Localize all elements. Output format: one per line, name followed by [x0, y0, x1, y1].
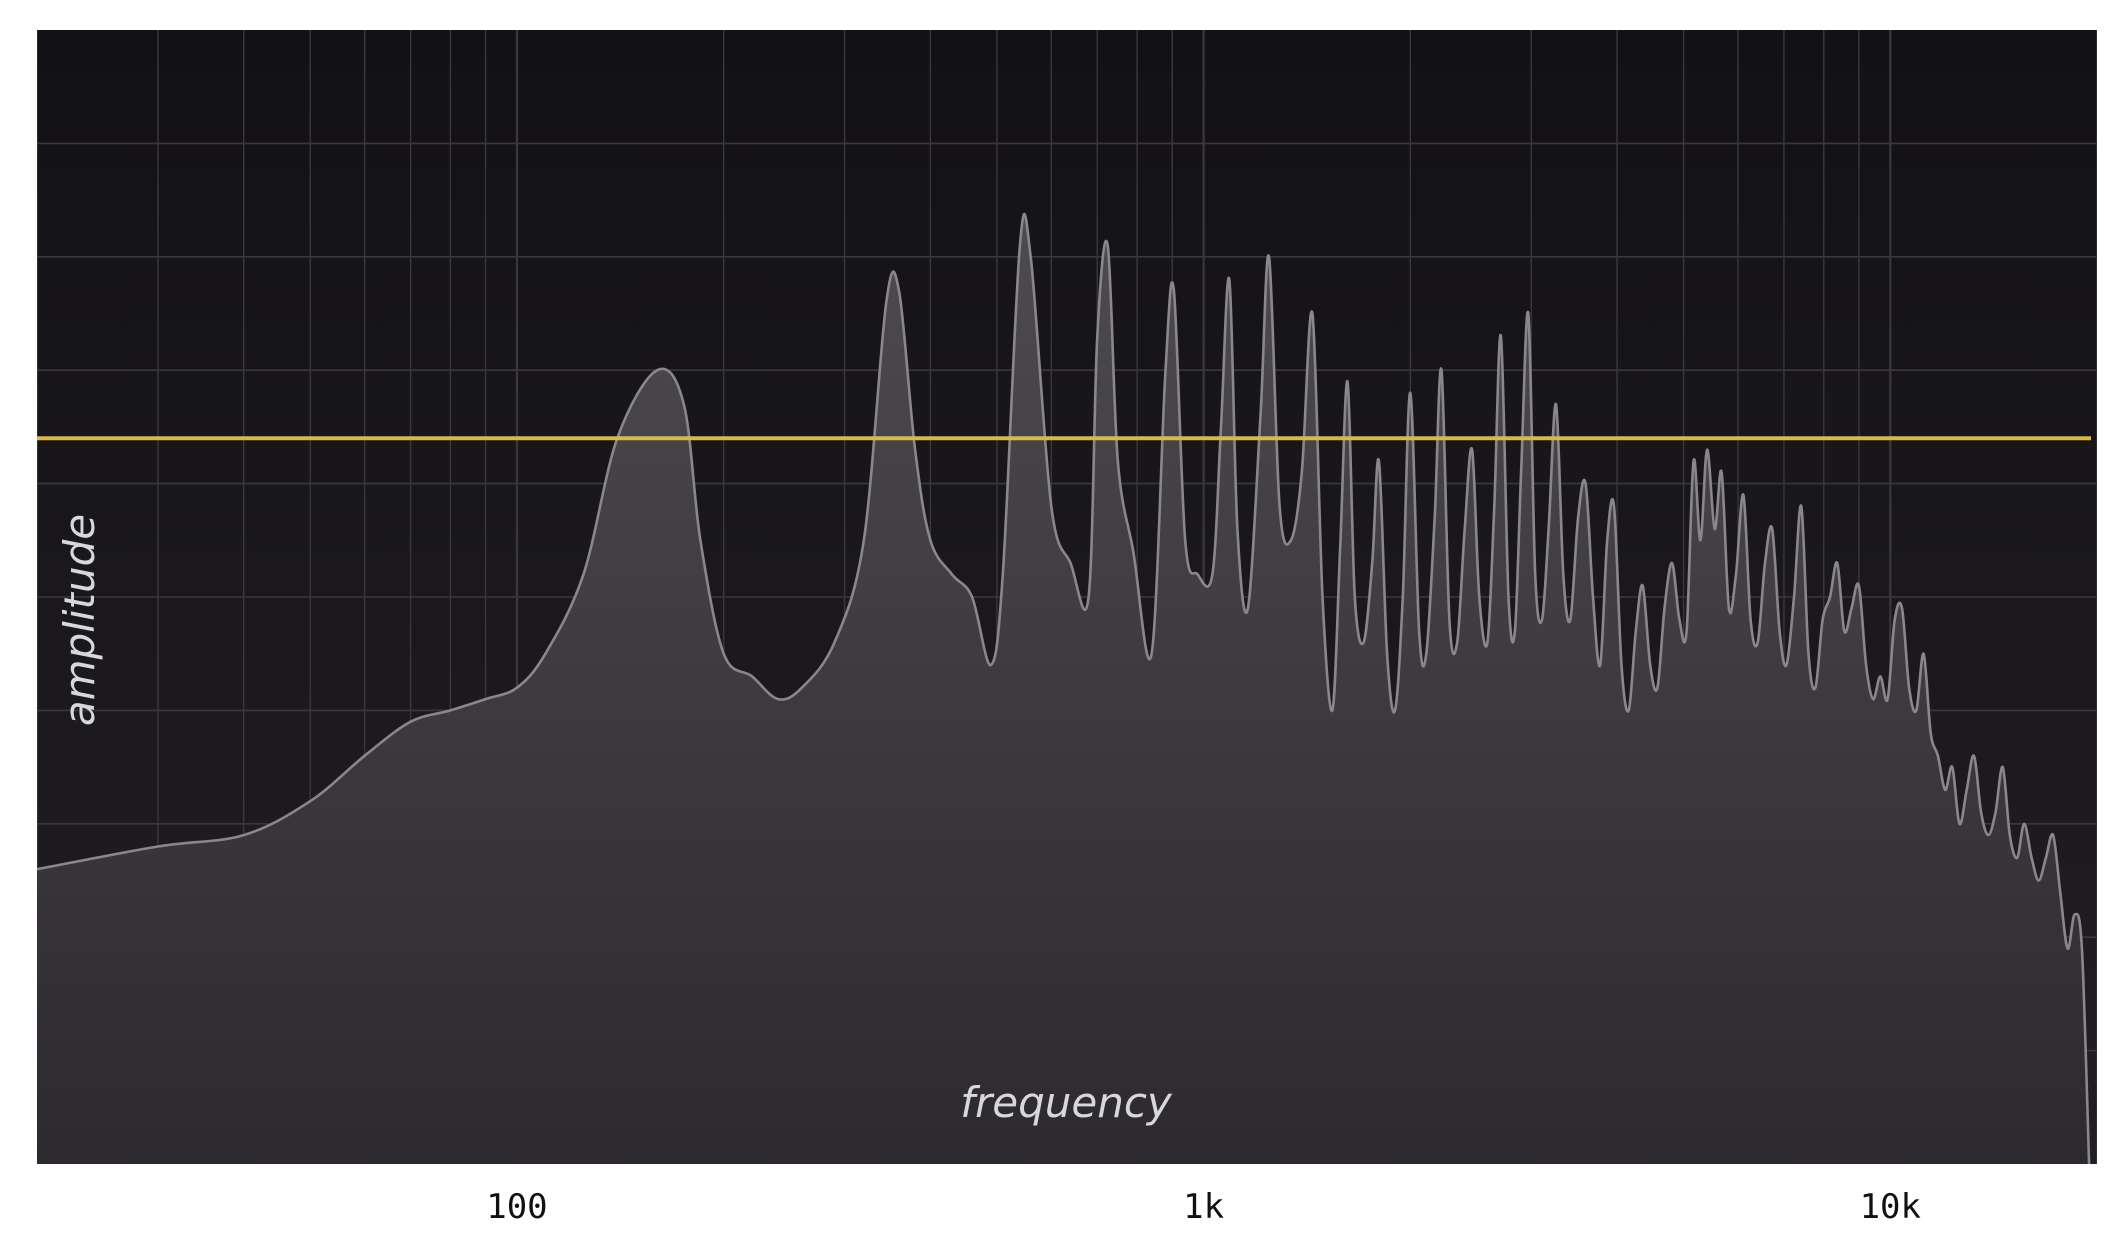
x-axis-title: frequency	[960, 1078, 1173, 1127]
x-tick-label: 10k	[1860, 1187, 1921, 1227]
x-tick-label: 100	[486, 1187, 547, 1227]
y-axis-title: amplitude	[55, 514, 104, 726]
x-tick-label: 1k	[1183, 1187, 1224, 1227]
spectrum-outline	[37, 212, 2091, 1164]
spectrum-area	[37, 213, 2090, 1164]
x-tick-labels: 100 1k 10k	[486, 1187, 1921, 1227]
